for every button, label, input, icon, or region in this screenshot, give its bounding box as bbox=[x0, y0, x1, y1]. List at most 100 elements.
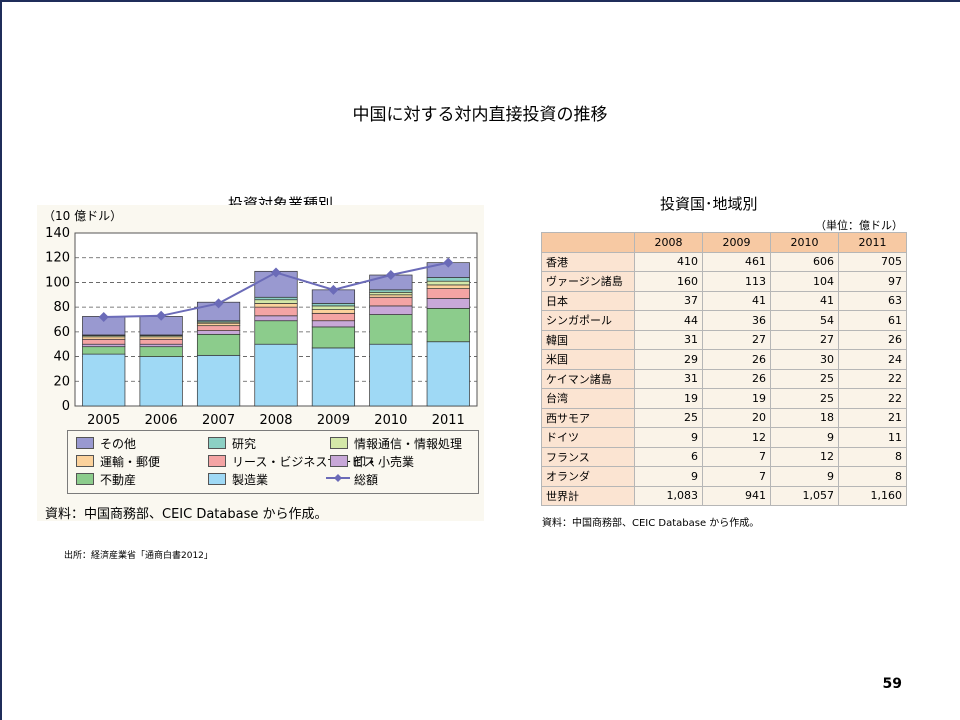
bar-segment bbox=[426, 298, 470, 309]
bar-segment bbox=[82, 343, 126, 348]
bar-segment bbox=[369, 314, 413, 345]
stacked-bar-chart: 0 20 40 60 80 100 120 140 2005 2006 2007 2008 2009 20… bbox=[45, 226, 478, 428]
y-tick-label: 120 bbox=[45, 251, 70, 266]
table-cell: 9 bbox=[770, 466, 839, 487]
y-tick-label: 40 bbox=[53, 350, 70, 365]
legend-swatch bbox=[330, 437, 348, 449]
bar-segment bbox=[311, 309, 356, 314]
table-cell: 25 bbox=[770, 388, 839, 409]
x-tick-label: 2010 bbox=[374, 413, 407, 428]
table-cell: 24 bbox=[838, 349, 907, 370]
bar-segment bbox=[426, 308, 470, 343]
x-tick-label: 2005 bbox=[87, 413, 120, 428]
bar-segment bbox=[139, 346, 183, 357]
table-row-label: フランス bbox=[541, 446, 635, 467]
total-point bbox=[271, 267, 281, 278]
bar-segment bbox=[82, 336, 126, 340]
slide-title: 中国に対する対内直接投資の推移 bbox=[352, 105, 608, 125]
bar-segment bbox=[254, 343, 298, 407]
bar-segment bbox=[311, 303, 356, 307]
table-cell: 410 bbox=[634, 251, 703, 272]
table-source-note: 資料：中国商務部、CEIC Database から作成。 bbox=[542, 518, 760, 529]
table-cell: 44 bbox=[634, 310, 703, 331]
bar-segment bbox=[426, 277, 470, 282]
table-cell: 19 bbox=[702, 388, 771, 409]
bar-segment bbox=[369, 296, 413, 307]
bar-segment bbox=[426, 280, 470, 286]
legend-swatch bbox=[76, 473, 94, 485]
bar-segment bbox=[139, 336, 183, 340]
x-tick-label: 2008 bbox=[259, 413, 292, 428]
y-tick-label: 140 bbox=[45, 226, 70, 241]
legend-label: 総額 bbox=[354, 473, 379, 487]
table-cell: 54 bbox=[770, 310, 839, 331]
table-row: オランダ 9 7 9 8 bbox=[541, 466, 907, 487]
table-cell: 31 bbox=[634, 329, 703, 350]
legend-label: その他 bbox=[100, 437, 137, 451]
legend-label: 製造業 bbox=[232, 473, 269, 487]
y-tick-label: 20 bbox=[53, 374, 70, 389]
table-cell: 104 bbox=[770, 271, 839, 292]
legend-swatch bbox=[208, 473, 226, 485]
table-cell: 7 bbox=[702, 466, 771, 487]
table-cell: 21 bbox=[838, 407, 907, 428]
table-cell: 25 bbox=[634, 407, 703, 428]
year-header: 2010 bbox=[770, 232, 839, 253]
table-row: 西サモア 25 20 18 21 bbox=[541, 407, 907, 428]
y-tick-label: 80 bbox=[53, 300, 70, 315]
bar-segment bbox=[196, 333, 241, 356]
bar-segment bbox=[196, 322, 241, 327]
x-tick-label: 2006 bbox=[145, 413, 178, 428]
table-cell: 1,057 bbox=[770, 485, 839, 506]
table-cell: 27 bbox=[770, 329, 839, 350]
table-row-label: ドイツ bbox=[541, 427, 635, 448]
table-cell: 41 bbox=[702, 290, 771, 311]
table-row-label: シンガポール bbox=[541, 310, 635, 331]
table-row: 日本 37 41 41 63 bbox=[541, 290, 907, 311]
bar-segment bbox=[82, 346, 126, 355]
table-row-label: 日本 bbox=[541, 290, 635, 311]
bar-segment bbox=[369, 343, 413, 407]
bar-segment bbox=[254, 306, 298, 317]
table-cell: 97 bbox=[838, 271, 907, 292]
table-cell: 19 bbox=[634, 388, 703, 409]
table-cell: 61 bbox=[838, 310, 907, 331]
bar-segment bbox=[254, 296, 298, 301]
table-unit-label: （単位：億ドル） bbox=[815, 219, 903, 232]
table-row: 台湾 19 19 25 22 bbox=[541, 388, 907, 409]
bar-segment bbox=[254, 303, 298, 308]
table-row: ドイツ 9 12 9 11 bbox=[541, 427, 907, 448]
bar-segment bbox=[369, 294, 413, 298]
table-row-label: 台湾 bbox=[541, 388, 635, 409]
table-cell: 41 bbox=[770, 290, 839, 311]
x-tick-label: 2009 bbox=[317, 413, 350, 428]
bar-segment bbox=[254, 320, 298, 345]
bar-segment bbox=[369, 289, 413, 293]
table-cell: 30 bbox=[770, 349, 839, 370]
x-tick-label: 2007 bbox=[202, 413, 235, 428]
page-number: 59 bbox=[882, 676, 902, 692]
table-cell: 11 bbox=[838, 427, 907, 448]
legend-label: 卸・小売業 bbox=[354, 455, 415, 469]
investment-by-country-table: 2008 2009 2010 2011 香港 410 461 606 705 ヴァージン諸… bbox=[541, 232, 907, 506]
table-row-label: オランダ bbox=[541, 466, 635, 487]
legend-label: 研究 bbox=[232, 437, 257, 451]
table-cell: 705 bbox=[838, 251, 907, 272]
bar-segment bbox=[139, 338, 183, 345]
table-cell: 20 bbox=[702, 407, 771, 428]
total-point bbox=[98, 312, 109, 323]
bar-segment bbox=[311, 312, 356, 322]
chart-legend: その他 研究 情報通信・情報処理 運輸・郵便 リース・ビジネスサービス 卸・小売業 不動産製… bbox=[67, 430, 479, 494]
table-cell: 12 bbox=[770, 446, 839, 467]
table-row-label: 韓国 bbox=[541, 329, 635, 350]
total-point bbox=[156, 310, 167, 321]
table-cell: 461 bbox=[702, 251, 771, 272]
table-cell: 9 bbox=[770, 427, 839, 448]
footnote: 出所：経済産業省「通商白書2012」 bbox=[64, 551, 213, 561]
x-tick-label: 2011 bbox=[432, 413, 465, 428]
table-row-label: ヴァージン諸島 bbox=[541, 271, 635, 292]
y-tick-label: 100 bbox=[45, 275, 70, 290]
table-cell: 29 bbox=[634, 349, 703, 370]
bar-segment bbox=[254, 315, 298, 322]
table-cell: 26 bbox=[702, 349, 771, 370]
